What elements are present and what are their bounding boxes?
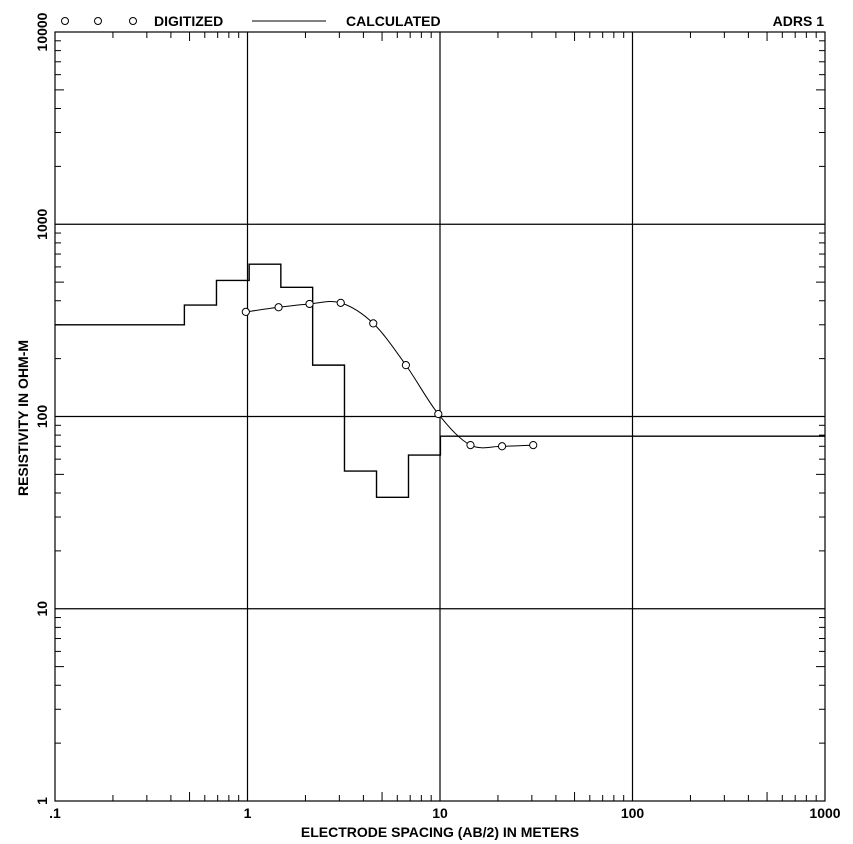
x-tick-label: 1000 (809, 805, 840, 821)
y-tick-label: 1000 (34, 208, 50, 239)
legend-digitized-marker (94, 17, 102, 25)
y-axis-label: RESISTIVITY IN OHM-M (15, 340, 31, 496)
digitized-point (305, 299, 314, 309)
y-tick-label: 1 (34, 797, 50, 805)
digitized-point (401, 361, 410, 370)
y-tick-label: 10000 (34, 12, 50, 51)
x-tick-label: .1 (49, 805, 61, 821)
x-tick-labels: .1 1 10 100 1000 (49, 805, 841, 821)
y-tick-labels: 1 10 100 1000 10000 (34, 12, 50, 805)
digitized-point (274, 303, 283, 312)
x-tick-label: 1 (244, 805, 252, 821)
digitized-point (369, 319, 378, 328)
chart-title: ADRS 1 (773, 13, 825, 29)
plot-frame (54, 31, 826, 802)
digitized-point (434, 409, 443, 419)
digitized-point (336, 298, 345, 307)
series-layer (55, 263, 825, 498)
x-tick-label: 10 (432, 805, 448, 821)
minor-ticks (55, 32, 825, 801)
digitized-point (529, 440, 538, 450)
x-tick-label: 100 (621, 805, 645, 821)
legend-digitized-marker (129, 17, 137, 25)
legend-digitized-label: DIGITIZED (154, 13, 223, 29)
legend: DIGITIZED CALCULATED (61, 13, 441, 29)
calculated-curve (245, 301, 534, 449)
x-axis-label: ELECTRODE SPACING (AB/2) IN METERS (301, 824, 579, 840)
digitized-point (466, 440, 475, 450)
digitized-point (241, 307, 250, 317)
legend-calculated-label: CALCULATED (346, 13, 441, 29)
layer-model-step-line (55, 263, 825, 498)
legend-digitized-marker (61, 17, 69, 25)
y-tick-label: 100 (34, 405, 50, 429)
y-tick-label: 10 (34, 601, 50, 617)
digitized-point (497, 442, 507, 451)
